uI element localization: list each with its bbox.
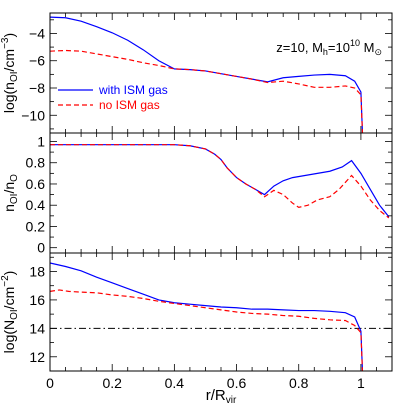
series-line-with-ism-gas xyxy=(50,144,390,218)
y-tick-label: 12 xyxy=(29,349,45,365)
y-tick-label: 16 xyxy=(29,292,45,308)
y-tick-label: 18 xyxy=(29,263,45,279)
panel-2: 0 0.2 0.4 0.6 0.8 1 nOI/nO xyxy=(1,132,393,256)
panel-frame xyxy=(49,12,393,134)
series-line-no-ism-gas xyxy=(50,289,364,371)
x-tick-label: 1 xyxy=(357,375,365,391)
y-tick-label: 0.8 xyxy=(26,155,46,171)
series-line-no-ism-gas xyxy=(50,144,390,219)
x-tick-label: 0.4 xyxy=(165,375,185,391)
y-tick-label: −8 xyxy=(29,80,45,96)
y-tick-label: 0.4 xyxy=(26,197,46,213)
y-tick-label: 0 xyxy=(37,240,45,256)
series-line-no-ism-gas xyxy=(50,49,364,133)
series-line-with-ism-gas xyxy=(50,262,364,371)
y-tick-label: −4 xyxy=(29,25,45,41)
y-tick-label: 14 xyxy=(29,320,45,336)
panel-frame xyxy=(49,132,393,254)
y-tick-label: −10 xyxy=(21,107,45,123)
y-tick-label: −6 xyxy=(29,53,45,69)
panel-3: 12 14 16 18 0 0.2 0.4 0.6 0.8 1 log(NOI/cm−2) r/Rvi… xyxy=(0,252,393,406)
y-tick-label: 1 xyxy=(37,133,45,149)
legend-label: with ISM gas xyxy=(98,83,168,97)
y-tick-label: 0.2 xyxy=(26,218,46,234)
x-axis-label: r/Rvir xyxy=(206,387,237,406)
legend-label: no ISM gas xyxy=(99,98,160,112)
x-tick-label: 0 xyxy=(46,375,54,391)
y-axis-label: log(NOI/cm−2) xyxy=(0,271,20,354)
series-line-with-ism-gas xyxy=(50,16,364,133)
x-tick-label: 0.8 xyxy=(289,375,309,391)
y-tick-label: 0.6 xyxy=(26,176,46,192)
annotation-text: z=10, Mh=1010 M⊙ xyxy=(276,38,382,57)
y-axis-label: log(nOI/cm−3) xyxy=(0,33,20,113)
y-axis-label: nOI/nO xyxy=(1,174,20,212)
x-tick-label: 0.2 xyxy=(102,375,122,391)
x-tick-label: 0.6 xyxy=(227,375,247,391)
